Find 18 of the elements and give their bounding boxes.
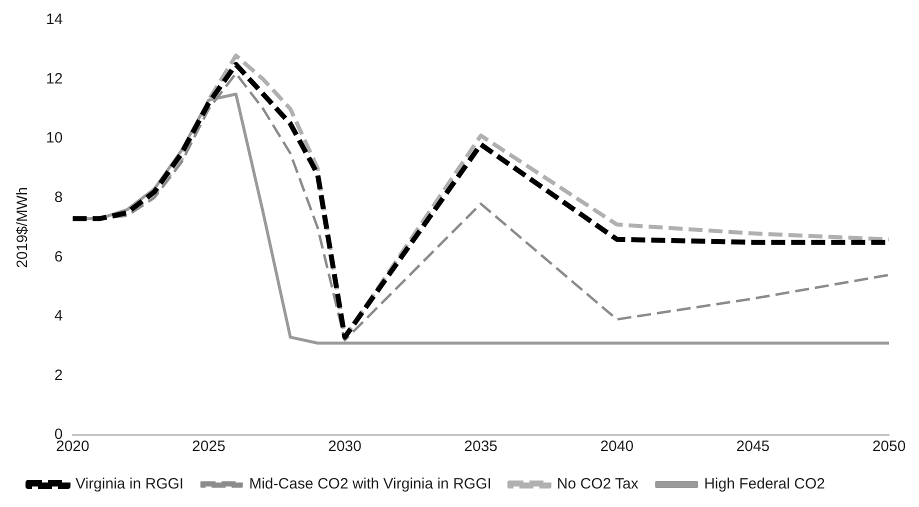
y-axis-title: 2019$/MWh xyxy=(14,187,32,268)
legend-label: High Federal CO2 xyxy=(704,476,825,493)
y-tick-label: 14 xyxy=(46,11,63,28)
x-tick-label: 2030 xyxy=(328,438,362,456)
x-tick-label: 2025 xyxy=(192,438,226,456)
y-tick-label: 12 xyxy=(46,70,63,88)
x-tick-label: 2035 xyxy=(464,438,498,456)
x-tick-label: 2050 xyxy=(872,438,906,456)
x-tick-label: 2045 xyxy=(736,438,770,456)
y-tick-label: 4 xyxy=(54,308,63,325)
legend-label: No CO2 Tax xyxy=(556,476,639,493)
y-tick-label: 6 xyxy=(54,248,63,266)
y-tick-label: 8 xyxy=(54,189,63,206)
x-tick-label: 2040 xyxy=(600,438,634,456)
y-tick-label: 10 xyxy=(46,130,63,147)
legend-label: Mid-Case CO2 with Virginia in RGGI xyxy=(249,476,492,493)
y-tick-label: 2 xyxy=(54,366,63,384)
legend-label: Virginia in RGGI xyxy=(76,476,184,493)
